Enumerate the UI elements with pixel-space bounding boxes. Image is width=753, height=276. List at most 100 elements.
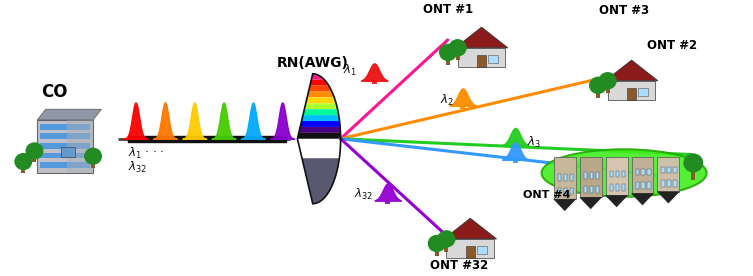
Polygon shape	[37, 120, 93, 173]
Circle shape	[437, 230, 456, 248]
Bar	[32, 153, 36, 162]
Polygon shape	[311, 74, 325, 80]
Polygon shape	[303, 109, 339, 115]
Polygon shape	[632, 193, 654, 205]
Bar	[564, 188, 567, 194]
Bar	[513, 159, 517, 163]
Bar	[667, 167, 671, 173]
Bar	[590, 186, 593, 193]
Bar	[621, 184, 625, 191]
Bar	[580, 157, 602, 197]
Bar	[40, 133, 90, 139]
Bar	[386, 200, 390, 204]
Bar	[627, 88, 636, 100]
Text: ONT #32: ONT #32	[430, 259, 488, 272]
Text: ONT #2: ONT #2	[647, 39, 697, 52]
Bar	[558, 174, 562, 181]
Bar	[584, 172, 587, 179]
Text: CO: CO	[41, 83, 67, 101]
Bar	[615, 171, 619, 177]
Bar	[40, 162, 90, 168]
Text: $\lambda_1$ · · ·: $\lambda_1$ · · ·	[128, 146, 164, 161]
Bar	[596, 86, 600, 98]
Polygon shape	[37, 109, 102, 120]
Bar	[434, 245, 439, 256]
Text: ONT #3: ONT #3	[599, 4, 649, 17]
Polygon shape	[299, 127, 340, 133]
Bar	[40, 124, 90, 129]
Bar	[553, 157, 576, 199]
Circle shape	[439, 44, 457, 61]
Bar	[40, 153, 90, 158]
Ellipse shape	[541, 149, 706, 197]
Bar	[657, 157, 679, 192]
Polygon shape	[309, 86, 332, 92]
Bar	[444, 240, 448, 251]
Bar	[466, 246, 474, 258]
Bar	[610, 184, 613, 191]
Circle shape	[589, 77, 607, 94]
Polygon shape	[605, 195, 627, 207]
Polygon shape	[605, 60, 658, 81]
Bar	[673, 180, 677, 187]
Bar	[456, 49, 459, 60]
Bar	[570, 188, 573, 194]
Bar	[605, 82, 610, 93]
Text: $\lambda_1$: $\lambda_1$	[343, 63, 357, 78]
Text: $\lambda_{32}$: $\lambda_{32}$	[128, 160, 147, 175]
Circle shape	[683, 153, 703, 172]
Bar	[564, 174, 567, 181]
Polygon shape	[456, 27, 508, 48]
Bar	[648, 182, 651, 189]
Text: ONT #4: ONT #4	[523, 190, 570, 200]
Bar	[477, 246, 487, 254]
Bar	[558, 188, 562, 194]
Polygon shape	[66, 120, 93, 173]
Circle shape	[599, 72, 617, 89]
Polygon shape	[301, 115, 340, 121]
Bar	[661, 167, 665, 173]
Polygon shape	[302, 158, 340, 204]
Polygon shape	[444, 218, 496, 239]
Bar	[608, 81, 656, 100]
Polygon shape	[553, 199, 576, 211]
Bar	[458, 48, 505, 67]
Circle shape	[84, 148, 102, 165]
Bar	[632, 157, 654, 193]
Bar	[596, 172, 599, 179]
Bar	[372, 80, 376, 84]
Polygon shape	[657, 192, 679, 203]
Bar	[570, 174, 573, 181]
Polygon shape	[307, 92, 334, 97]
Polygon shape	[306, 97, 336, 103]
Bar	[642, 169, 645, 175]
Circle shape	[14, 153, 32, 170]
Bar	[40, 143, 90, 149]
Bar	[477, 55, 486, 67]
Circle shape	[449, 39, 467, 57]
Bar	[513, 145, 517, 148]
Polygon shape	[304, 103, 337, 109]
Bar	[673, 167, 677, 173]
Bar	[661, 180, 665, 187]
Bar	[636, 169, 639, 175]
Polygon shape	[297, 133, 340, 139]
Polygon shape	[300, 121, 340, 127]
Bar	[648, 169, 651, 175]
Bar	[590, 172, 593, 179]
Bar	[596, 186, 599, 193]
Bar	[61, 147, 75, 157]
Bar	[488, 55, 498, 63]
Text: $\lambda_2$: $\lambda_2$	[441, 93, 454, 108]
Text: ONT #1: ONT #1	[422, 3, 473, 16]
Bar	[615, 184, 619, 191]
Bar	[636, 182, 639, 189]
Bar	[621, 171, 625, 177]
Bar	[667, 180, 671, 187]
Bar	[639, 88, 648, 96]
Text: $\lambda_3$: $\lambda_3$	[526, 135, 541, 150]
Bar	[447, 239, 494, 258]
Bar	[460, 105, 465, 109]
Bar	[21, 163, 26, 173]
Text: RN(AWG): RN(AWG)	[277, 56, 349, 70]
